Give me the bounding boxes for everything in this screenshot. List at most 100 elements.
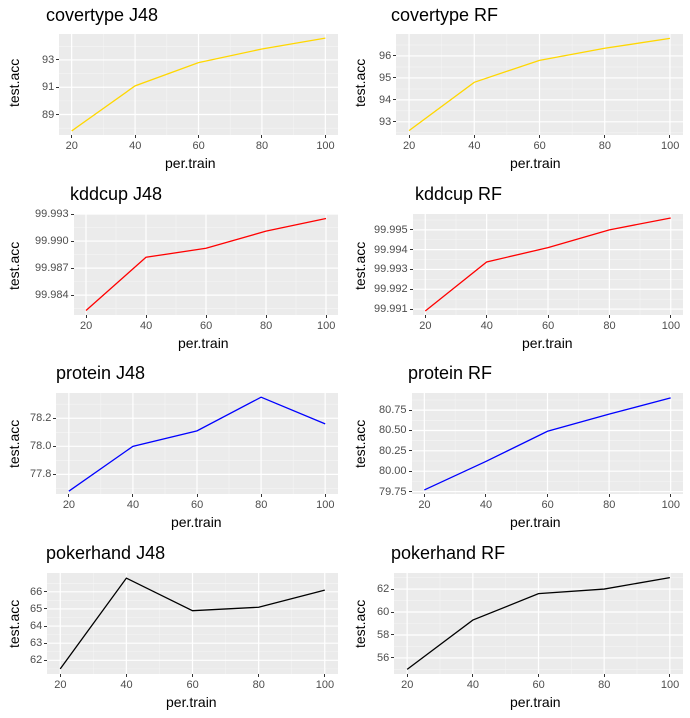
x-tick-label: 80 — [598, 679, 611, 691]
y-tick-mark — [44, 625, 47, 627]
y-tick-label: 96 — [379, 49, 392, 62]
x-tick-label: 100 — [316, 499, 335, 511]
x-tick-label: 100 — [317, 320, 336, 332]
chart-title: kddcup RF — [415, 184, 503, 204]
chart-title: kddcup J48 — [70, 184, 163, 204]
y-tick-mark — [393, 121, 396, 123]
y-tick-label: 99.991 — [374, 303, 408, 316]
y-tick-mark — [409, 429, 412, 431]
x-tick-mark — [68, 494, 70, 497]
y-axis-label: test.acc — [352, 599, 368, 648]
y-tick-label: 64 — [30, 620, 43, 633]
x-tick-mark — [134, 135, 136, 138]
y-tick-label: 99.995 — [374, 223, 408, 236]
x-tick-label: 80 — [598, 140, 611, 152]
chart-title: pokerhand RF — [391, 543, 506, 563]
x-tick-mark — [260, 494, 262, 497]
x-tick-mark — [424, 315, 426, 318]
x-tick-label: 40 — [129, 140, 142, 152]
y-tick-mark — [71, 213, 74, 215]
x-axis-label: per.train — [178, 335, 229, 351]
x-tick-mark — [472, 674, 474, 677]
y-tick-label: 62 — [377, 583, 390, 596]
x-tick-mark — [192, 674, 193, 677]
y-tick-label: 99.993 — [35, 208, 69, 220]
plot-area — [413, 214, 683, 315]
x-tick-mark — [670, 315, 672, 318]
x-tick-label: 40 — [468, 140, 481, 152]
y-tick-mark — [410, 288, 413, 290]
plot-svg — [74, 214, 338, 315]
x-tick-label: 60 — [200, 320, 213, 332]
y-tick-mark — [391, 611, 394, 613]
y-tick-label: 80.25 — [379, 444, 407, 457]
x-tick-mark — [547, 315, 549, 318]
chart-title: covertype RF — [391, 5, 499, 25]
x-tick-label: 40 — [140, 320, 153, 332]
y-tick-label: 78.0 — [30, 440, 52, 453]
y-tick-label: 80.50 — [379, 424, 407, 437]
y-tick-mark — [53, 445, 56, 447]
x-tick-mark — [670, 494, 672, 497]
chart-title: covertype J48 — [46, 5, 159, 25]
y-axis-label: test.acc — [352, 241, 368, 290]
y-tick-mark — [391, 657, 394, 659]
y-tick-mark — [393, 99, 396, 101]
y-tick-label: 65 — [30, 602, 43, 615]
chart-title: protein RF — [408, 363, 493, 383]
y-tick-mark — [71, 267, 74, 269]
y-tick-label: 63 — [30, 637, 43, 650]
x-tick-mark — [132, 494, 134, 497]
y-tick-label: 99.990 — [35, 235, 69, 248]
chart-title: protein J48 — [56, 363, 146, 383]
x-tick-label: 60 — [541, 499, 554, 511]
x-tick-label: 80 — [255, 499, 268, 511]
plot-area — [412, 393, 683, 494]
x-tick-mark — [604, 135, 606, 138]
x-tick-label: 40 — [479, 499, 493, 511]
plot-svg — [412, 393, 683, 494]
x-tick-label: 80 — [603, 499, 616, 511]
x-tick-label: 20 — [80, 320, 93, 332]
y-tick-label: 99.984 — [35, 289, 69, 302]
x-tick-mark — [669, 674, 671, 677]
x-tick-label: 100 — [315, 679, 335, 691]
x-tick-label: 80 — [255, 140, 269, 152]
y-tick-label: 91 — [42, 81, 55, 94]
y-axis-label: test.acc — [6, 599, 22, 648]
plot-area — [47, 573, 338, 674]
y-tick-label: 99.993 — [374, 263, 408, 276]
x-tick-mark — [486, 315, 488, 318]
y-tick-mark — [56, 114, 59, 116]
y-tick-label: 58 — [377, 628, 390, 641]
x-axis-label: per.train — [510, 514, 561, 530]
x-tick-mark — [71, 135, 73, 138]
x-tick-label: 40 — [480, 320, 493, 332]
x-tick-mark — [265, 315, 267, 318]
x-tick-mark — [145, 315, 147, 318]
y-tick-mark — [56, 86, 59, 88]
y-tick-label: 66 — [30, 585, 43, 598]
plot-area — [59, 34, 338, 135]
y-tick-label: 94 — [379, 93, 392, 106]
y-tick-mark — [71, 294, 74, 296]
x-tick-mark — [669, 135, 671, 138]
y-axis-label: test.acc — [6, 241, 22, 290]
y-tick-label: 99.994 — [374, 243, 408, 256]
y-tick-mark — [56, 59, 59, 61]
x-tick-mark — [205, 315, 207, 318]
y-tick-mark — [393, 55, 396, 57]
y-tick-label: 99.992 — [374, 283, 408, 296]
x-axis-label: per.train — [171, 514, 222, 530]
x-axis-label: per.train — [510, 155, 561, 171]
x-tick-mark — [538, 674, 539, 677]
x-tick-mark — [85, 315, 87, 318]
plot-svg — [59, 34, 338, 135]
x-tick-label: 60 — [186, 679, 199, 691]
x-axis-label: per.train — [522, 335, 573, 351]
plot-area — [74, 214, 338, 315]
x-tick-mark — [485, 494, 487, 497]
y-tick-label: 95 — [379, 71, 392, 84]
y-tick-mark — [409, 409, 412, 411]
x-tick-mark — [608, 315, 610, 318]
